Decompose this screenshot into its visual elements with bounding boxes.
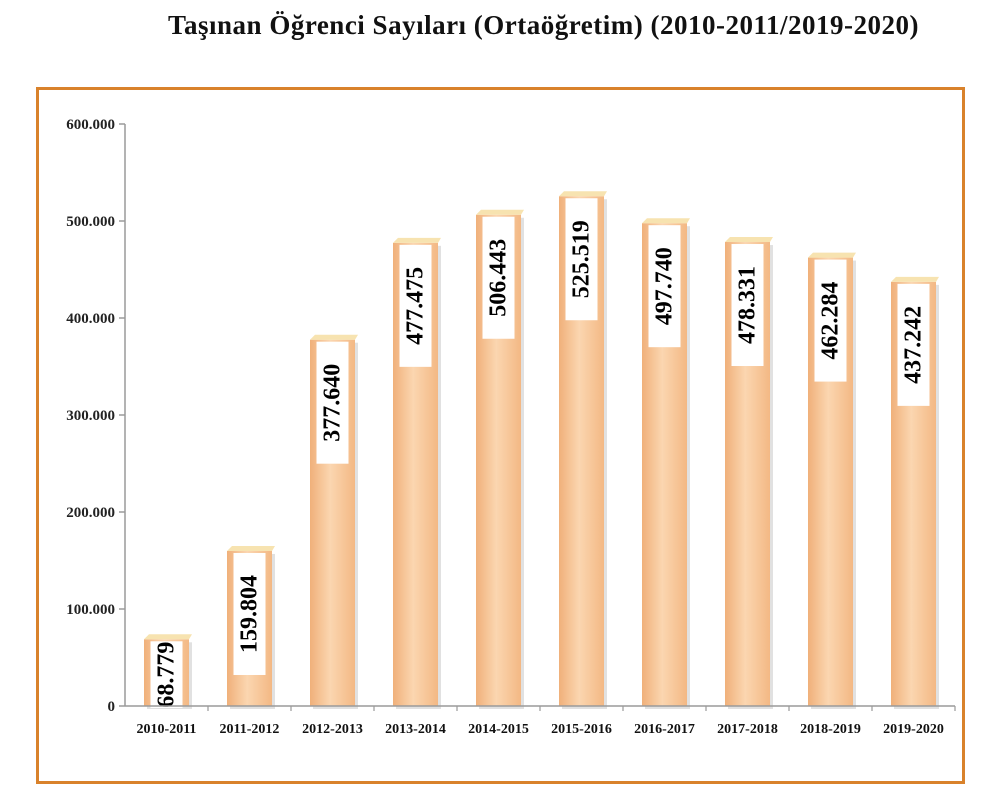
y-axis: 0 100.000 200.000 300.000 400.000 500.000 600.… [66,117,126,715]
data-label-bg [731,244,764,367]
data-label: 478.331 [735,266,761,344]
bar-top [144,634,192,640]
bar-group: 525.519 [559,191,607,709]
x-tick-label: 2015-2016 [551,722,612,737]
bar-group: 506.443 [476,209,524,709]
x-tick-label: 2017-2018 [717,722,778,737]
bar-top [393,237,441,243]
x-tick-label: 2010-2011 [137,722,197,737]
y-tick-label: 500.000 [66,214,115,230]
x-tick-label: 2016-2017 [634,722,695,737]
y-tick-label: 0 [108,699,116,715]
data-label-bg [565,198,598,321]
y-tick-label: 300.000 [66,408,115,424]
x-tick-label: 2018-2019 [800,722,861,737]
bar-top [725,237,773,243]
data-label: 377.640 [320,364,346,442]
data-label-bg [814,259,847,382]
data-label-bg [399,244,432,367]
bar-top [891,276,939,282]
data-label: 506.443 [486,239,512,317]
bar-group: 497.740 [642,218,690,709]
y-tick-label: 100.000 [66,602,115,618]
data-label: 437.242 [901,306,927,384]
bar-top [808,252,856,258]
bar-top [559,191,607,197]
x-tick-label: 2011-2012 [220,722,280,737]
data-label: 159.804 [237,575,263,653]
bar-group: 377.640 [310,334,358,709]
bar-group: 478.331 [725,237,773,710]
bar-group: 462.284 [808,252,856,709]
bar-group: 159.804 [227,545,275,709]
chart-title: Taşınan Öğrenci Sayıları (Ortaöğretim) (… [168,10,919,40]
x-tick-label: 2014-2015 [468,722,529,737]
bars: 68.779 159.804 377.640 477.475 506.443 525.51… [144,191,939,710]
bar-group: 437.242 [891,276,939,709]
data-label-bg [482,216,515,339]
data-label-bg [648,225,681,348]
x-tick-label: 2019-2020 [883,722,944,737]
x-tick-label: 2013-2014 [385,722,446,737]
data-label: 462.284 [818,282,844,360]
bar-group: 68.779 [144,634,192,709]
data-label-bg [316,341,349,464]
bar-group: 477.475 [393,237,441,709]
bar-top [642,218,690,224]
data-label: 525.519 [569,220,595,298]
bar-top [476,209,524,215]
y-tick-label: 600.000 [66,117,115,133]
x-tick-label: 2012-2013 [302,722,363,737]
data-label-bg [897,283,930,406]
data-label: 477.475 [403,267,429,345]
data-label: 68.779 [154,642,180,708]
data-label: 497.740 [652,247,678,325]
data-label-bg [233,552,266,675]
y-tick-label: 400.000 [66,311,115,327]
data-label-bg [150,641,183,708]
bar-top [227,545,275,551]
y-tick-label: 200.000 [66,505,115,521]
x-axis: 2010-2011 2011-2012 2012-2013 2013-2014 2014… [125,705,956,737]
bar-top [310,334,358,340]
